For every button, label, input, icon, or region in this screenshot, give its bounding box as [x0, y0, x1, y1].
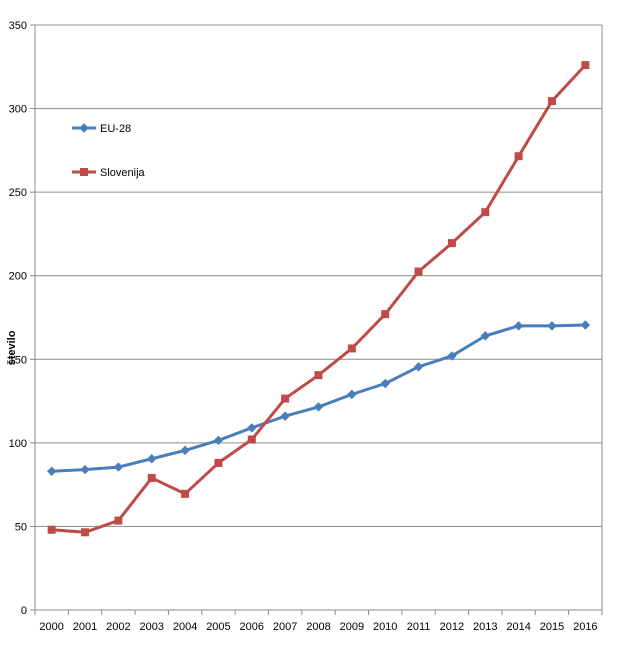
data-point [381, 310, 390, 319]
data-point [213, 435, 224, 446]
legend: EU-28 Slovenija [72, 123, 146, 179]
grid-lines [35, 24, 602, 527]
data-point [46, 466, 57, 476]
y-axis-label: število [6, 330, 18, 365]
data-point [347, 344, 356, 353]
x-tick-label: 2000 [39, 621, 63, 633]
series-eu-28 [46, 320, 591, 476]
data-point [247, 435, 256, 444]
y-tick-label: 350 [9, 20, 27, 32]
x-tick-label: 2012 [440, 621, 464, 633]
data-point [480, 331, 490, 341]
x-tick-label: 2006 [240, 621, 264, 633]
x-tick-label: 2003 [139, 621, 163, 633]
data-point [313, 402, 324, 412]
data-point [181, 489, 190, 498]
data-point [281, 394, 290, 403]
legend-swatch-marker [80, 168, 88, 176]
data-point [347, 389, 357, 400]
data-point [547, 321, 557, 331]
x-tick-label: 2002 [106, 621, 130, 633]
legend-item: Slovenija [72, 167, 146, 179]
y-tick-label: 0 [21, 605, 27, 617]
data-point [47, 525, 56, 534]
y-tick-label: 50 [15, 521, 27, 533]
axes [30, 24, 603, 615]
data-point [513, 321, 524, 331]
data-point [113, 462, 124, 472]
data-point [147, 454, 157, 464]
x-tick-label: 2015 [540, 621, 564, 633]
x-tick-label: 2011 [407, 621, 431, 633]
legend-label: EU-28 [100, 123, 131, 135]
series-line [51, 323, 586, 473]
x-tick-label: 2007 [273, 621, 297, 633]
y-tick-label: 300 [9, 104, 27, 116]
data-point [214, 458, 223, 467]
data-point [314, 371, 323, 380]
x-tick-label: 2009 [340, 621, 364, 633]
y-tick-label: 250 [9, 187, 27, 199]
y-tick-label: 200 [9, 271, 27, 283]
x-tick-label: 2004 [173, 621, 197, 633]
x-tick-label: 2008 [306, 621, 330, 633]
y-tick-label: 100 [9, 438, 27, 450]
data-point [581, 61, 590, 70]
x-tick-label: 2005 [206, 621, 230, 633]
legend-item: EU-28 [72, 123, 131, 135]
x-tick-label: 2001 [73, 621, 97, 633]
data-point [80, 464, 90, 475]
x-tick-labels: 2000 2001 2002 2003 2004 2005 2006 2007 2008 2009… [39, 621, 597, 633]
data-point [114, 516, 123, 525]
data-point [280, 411, 290, 421]
y-tick-labels: 0 50 100 150 200 250 300 350 [9, 20, 27, 617]
data-point [447, 239, 456, 248]
data-point [447, 351, 457, 361]
data-point [180, 445, 190, 456]
data-point [547, 97, 556, 106]
data-point [147, 473, 156, 482]
data-point [481, 208, 490, 217]
data-point [413, 362, 424, 372]
data-point [81, 528, 90, 537]
data-point [514, 152, 523, 161]
series-group [46, 61, 591, 537]
x-tick-label: 2014 [506, 621, 530, 633]
data-point [580, 320, 591, 330]
y-tick-label: 150 [9, 354, 27, 366]
x-tick-label: 2010 [373, 621, 397, 633]
data-point [247, 423, 257, 433]
legend-swatch-marker [79, 123, 89, 133]
series-slovenija [47, 61, 590, 537]
data-point [380, 378, 390, 389]
data-point [414, 267, 423, 276]
x-tick-label: 2013 [473, 621, 497, 633]
x-tick-label: 2016 [573, 621, 597, 633]
legend-label: Slovenija [100, 167, 146, 179]
